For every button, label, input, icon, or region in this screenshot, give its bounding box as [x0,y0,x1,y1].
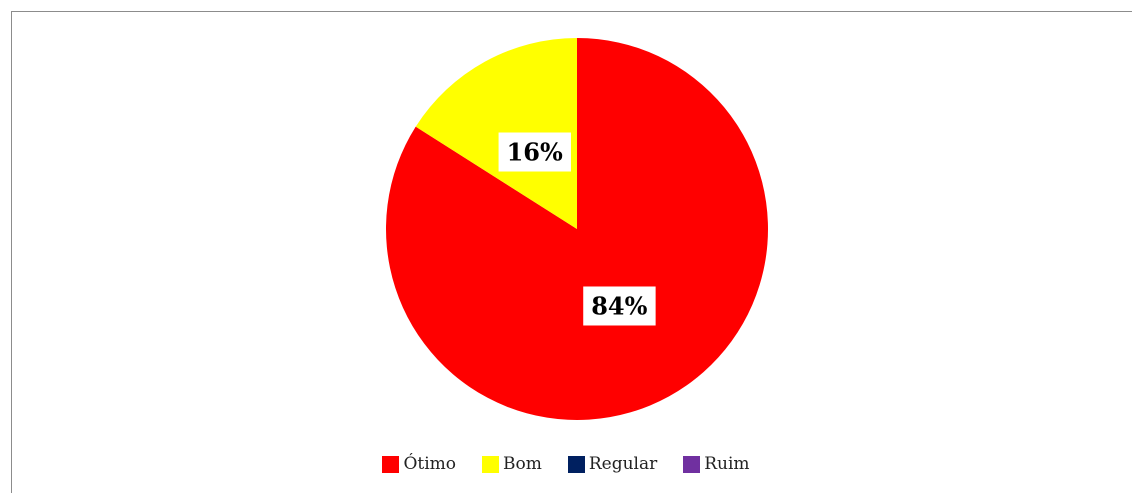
data-label-box-bom [498,132,571,172]
legend-item-bom: Bom [482,454,542,474]
legend-item-regular: Regular [567,454,658,474]
data-label-otimo: 84% [583,286,656,326]
legend-label-regular: Regular [588,454,658,474]
legend-swatch-otimo [382,455,400,473]
data-label-text-otimo: 84% [591,291,647,320]
legend-swatch-regular [567,455,585,473]
pie-slice-bom [415,38,577,229]
legend-item-otimo: Ótimo [382,454,456,474]
data-label-box-otimo [583,286,656,326]
pie-data-labels: 84% 16% [498,132,656,326]
legend-swatch-ruim [683,455,701,473]
data-label-text-bom: 16% [507,138,563,167]
legend-item-ruim: Ruim [683,454,750,474]
legend-label-ruim: Ruim [704,454,750,474]
pie-slice-otimo [386,38,769,421]
legend-label-bom: Bom [503,454,542,474]
data-label-bom: 16% [498,132,571,172]
legend-label-otimo: Ótimo [403,454,456,474]
legend: Ótimo Bom Regular Ruim [0,452,1132,476]
pie-slices [386,38,769,421]
legend-swatch-bom [482,455,499,473]
